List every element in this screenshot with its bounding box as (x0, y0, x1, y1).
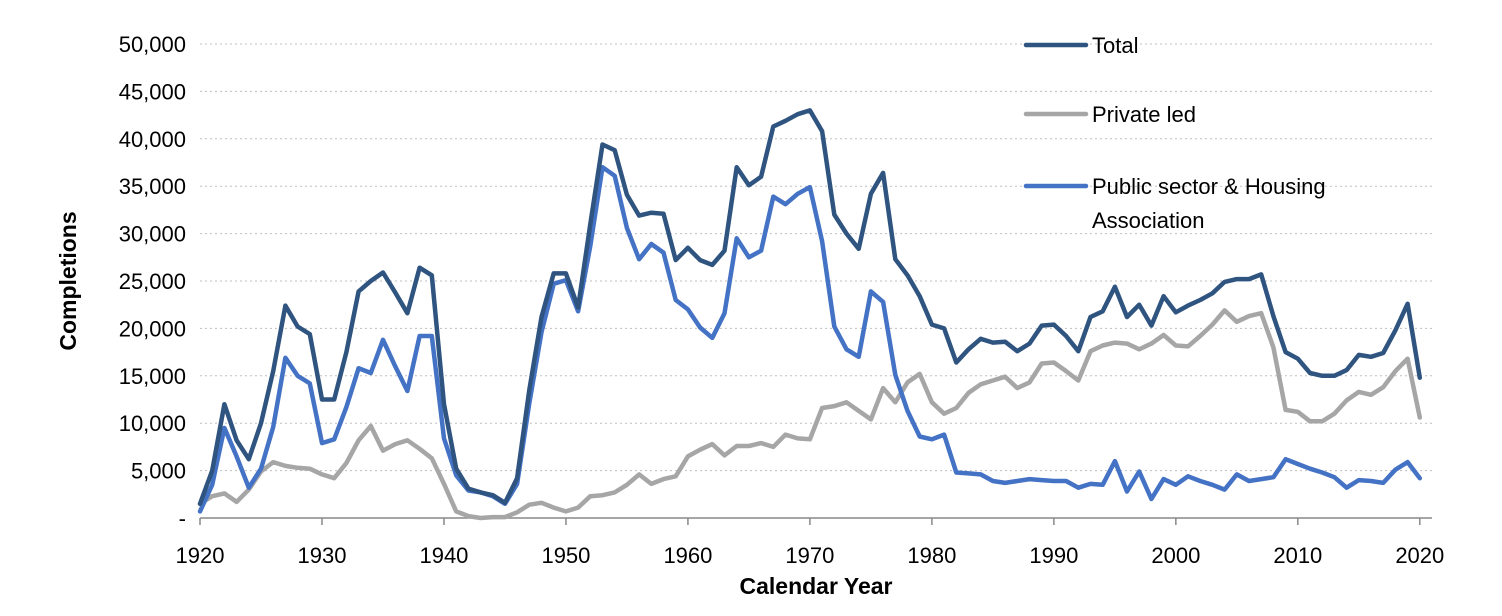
x-tick-label: 1930 (298, 543, 347, 568)
legend-label: Total (1092, 33, 1138, 58)
x-tick-label: 1940 (419, 543, 468, 568)
y-tick-label: 20,000 (119, 316, 186, 341)
y-tick-label: 10,000 (119, 411, 186, 436)
series-line-1 (197, 308, 1423, 521)
x-tick-label: 1980 (907, 543, 956, 568)
y-tick-label: 50,000 (119, 32, 186, 57)
y-tick-label: 35,000 (119, 174, 186, 199)
x-tick-label: 2010 (1273, 543, 1322, 568)
x-tick-label: 1920 (176, 543, 225, 568)
y-tick-label: 15,000 (119, 364, 186, 389)
y-tick-label: 25,000 (119, 269, 186, 294)
y-tick-label: 45,000 (119, 79, 186, 104)
legend-label: Public sector & Housing Association (1092, 174, 1326, 233)
y-tick-label: 5,000 (131, 459, 186, 484)
y-tick-label: 40,000 (119, 127, 186, 152)
x-axis-title: Calendar Year (739, 573, 892, 599)
x-axis-ticks: 1920 1930 1940 1950 1960 1970 1980 1990 2000 2010… (176, 518, 1444, 568)
x-tick-label: 1990 (1029, 543, 1078, 568)
x-tick-label: 1950 (541, 543, 590, 568)
gridlines (200, 43, 1432, 472)
x-tick-label: 1970 (785, 543, 834, 568)
series-line-2 (197, 164, 1423, 514)
legend-label: Private led (1092, 102, 1196, 127)
x-tick-label: 2020 (1395, 543, 1444, 568)
y-axis-ticks: - 5,000 10,000 15,000 20,000 25,000 30,000 35,0… (119, 32, 186, 531)
y-axis-title: Completions (55, 211, 81, 350)
y-tick-label: 30,000 (119, 222, 186, 247)
series-line-0 (197, 108, 1423, 507)
legend: Total Private led Public sector & Housing A… (1023, 33, 1326, 233)
y-tick-label: - (179, 506, 186, 531)
x-tick-label: 1960 (663, 543, 712, 568)
x-tick-label: 2000 (1151, 543, 1200, 568)
series-lines (197, 108, 1423, 521)
